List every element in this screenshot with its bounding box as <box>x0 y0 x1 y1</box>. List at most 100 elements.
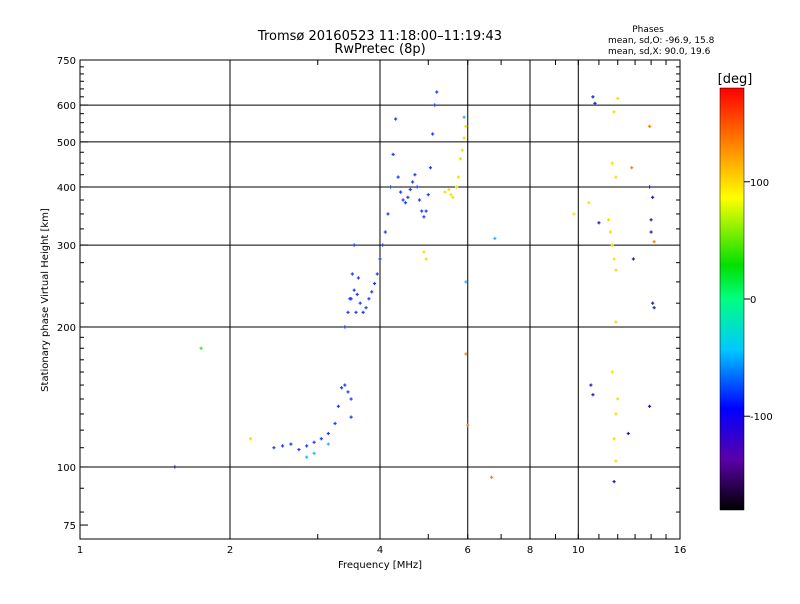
y-tick-label: 75 <box>63 521 76 532</box>
data-point <box>280 444 285 448</box>
x-tick-label: 16 <box>674 545 687 556</box>
data-point <box>614 459 618 463</box>
data-point <box>415 185 419 189</box>
data-point <box>616 96 620 101</box>
data-point <box>173 465 177 469</box>
data-point <box>652 306 656 310</box>
data-point <box>372 281 377 286</box>
stats-line-o: mean, sd,O: -96.9, 15.8 <box>608 36 715 46</box>
data-point <box>305 444 309 448</box>
data-point <box>593 101 597 105</box>
x-tick-label: 2 <box>227 545 233 556</box>
x-tick-label: 1 <box>77 545 83 556</box>
data-point <box>597 221 601 225</box>
data-point <box>367 297 371 301</box>
data-point <box>333 421 337 426</box>
data-point <box>433 103 437 107</box>
data-point <box>297 447 301 452</box>
data-point <box>589 383 593 387</box>
data-point <box>396 175 400 179</box>
colorbar-ticks: 100 0 -100 <box>744 178 773 423</box>
data-point <box>616 397 620 401</box>
data-point <box>417 198 422 202</box>
data-point <box>464 352 468 356</box>
data-point <box>456 175 461 179</box>
data-point <box>649 218 653 222</box>
data-point <box>272 446 276 450</box>
data-point <box>647 185 652 189</box>
data-point <box>424 209 428 213</box>
data-point <box>591 393 595 397</box>
data-point <box>355 292 359 296</box>
data-point <box>352 288 356 292</box>
data-points <box>173 90 656 484</box>
data-point <box>399 190 403 194</box>
data-point <box>343 325 347 329</box>
data-point <box>403 201 408 205</box>
data-point <box>349 397 353 401</box>
data-point <box>381 243 385 247</box>
data-point <box>249 437 253 441</box>
stats-line-x: mean, sd,X: 90.0, 19.6 <box>608 47 711 57</box>
data-point <box>354 310 358 314</box>
data-point <box>447 187 451 192</box>
y-tick-label: 100 <box>57 463 76 474</box>
y-tick-label: 300 <box>57 241 76 252</box>
y-tick-label: 400 <box>57 183 76 194</box>
data-point <box>343 383 347 387</box>
data-point <box>430 132 435 136</box>
colorbar-tick-label: 100 <box>750 178 769 189</box>
data-point <box>358 301 362 305</box>
data-point <box>326 431 330 436</box>
data-point <box>361 310 365 314</box>
stats-heading: Phases <box>632 25 664 35</box>
x-tick-label: 8 <box>527 545 533 556</box>
x-axis-label: Frequency [MHz] <box>338 560 422 571</box>
data-point <box>350 272 354 276</box>
data-point <box>451 195 455 199</box>
x-axis-ticks: 1 2 4 6 8 10 16 <box>77 60 687 556</box>
data-point <box>364 306 368 310</box>
data-point <box>375 272 379 276</box>
data-point <box>401 198 405 202</box>
x-tick-label: 10 <box>572 545 585 556</box>
data-point <box>199 346 203 350</box>
data-point <box>386 212 390 216</box>
data-point <box>319 437 323 441</box>
data-point <box>458 157 463 161</box>
data-point <box>408 187 412 192</box>
colorbar-label: [deg] <box>718 72 753 87</box>
data-point <box>346 390 350 394</box>
y-tick-label: 750 <box>57 56 76 67</box>
data-point <box>614 175 618 179</box>
data-point <box>312 440 316 444</box>
data-point <box>346 310 350 314</box>
data-point <box>326 442 330 446</box>
y-tick-label: 200 <box>57 323 76 334</box>
data-point <box>420 209 424 213</box>
data-point <box>370 290 374 294</box>
data-point <box>608 230 613 234</box>
data-point <box>378 257 382 261</box>
data-point <box>631 257 635 261</box>
data-point <box>406 195 410 199</box>
data-point <box>612 110 616 114</box>
data-point <box>614 412 618 416</box>
chart-subtitle: RwPretec (8p) <box>334 42 425 57</box>
data-point <box>312 451 316 455</box>
data-point <box>610 243 614 247</box>
data-point <box>443 190 447 194</box>
data-point <box>356 276 360 280</box>
data-point <box>587 201 591 205</box>
data-point <box>647 124 652 128</box>
data-point <box>610 370 614 374</box>
data-point <box>466 423 470 427</box>
data-point <box>612 257 616 261</box>
data-point <box>348 297 352 301</box>
y-axis-ticks: 75 100 200 300 400 500 600 750 <box>57 56 680 532</box>
data-point <box>649 230 653 234</box>
data-point <box>462 115 466 119</box>
data-point <box>612 480 616 484</box>
data-point <box>340 386 344 390</box>
